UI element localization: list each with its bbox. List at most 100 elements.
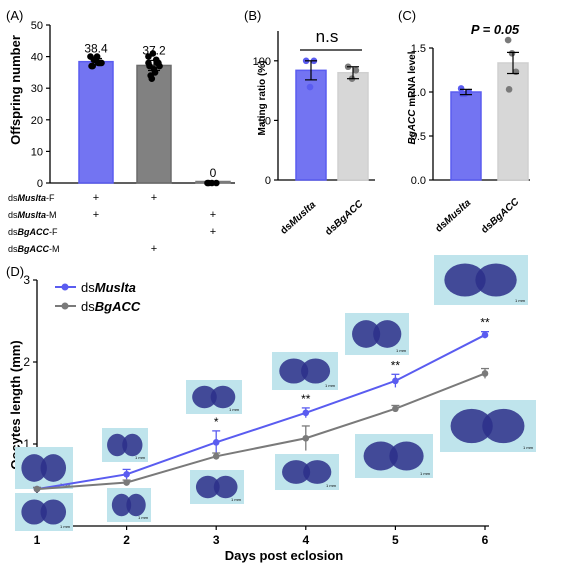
a-y-tick-label: 10 [31, 146, 43, 158]
ovary-left [352, 320, 381, 348]
a-data-point [205, 179, 212, 187]
scale-bar-label: 1 mm [515, 298, 526, 303]
b-y-tick-label: 0 [265, 175, 271, 187]
row-label-bgacc-m: dsBgACC-M [8, 244, 60, 254]
d-data-point [123, 479, 130, 486]
a-genotype-mark: + [93, 192, 99, 204]
b-data-point [306, 83, 314, 91]
a-data-point [149, 50, 157, 57]
d-significance-mark: * [214, 415, 219, 429]
d-y-tick-label: 2 [23, 355, 30, 369]
legend-marker-muslta [61, 283, 69, 291]
d-legend: dsMuslta dsBgACC [55, 280, 141, 314]
d-xlabel: Days post eclosion [225, 548, 344, 563]
ovary-left [450, 408, 493, 444]
b-y-tick-label: 50 [259, 115, 271, 127]
a-ylabel: Offspring number [8, 35, 23, 145]
a-y-tick-label: 40 [31, 52, 43, 64]
oocyte-micrograph: 1 mm [275, 454, 339, 490]
oocyte-micrograph: 1 mm [345, 313, 409, 355]
scale-bar-label: 1 mm [420, 471, 431, 476]
a-value-label: 0 [210, 166, 217, 180]
d-x-tick-label: 6 [482, 533, 489, 547]
a-value-label: 37.2 [142, 43, 166, 57]
c-bar [497, 62, 529, 181]
a-y-tick-label: 0 [37, 178, 43, 190]
c-data-point [465, 88, 473, 96]
panel-b-label: (B) [244, 8, 261, 23]
a-y-tick-label: 50 [31, 20, 43, 32]
a-bar [78, 60, 114, 184]
legend-label-bgacc: dsBgACC [81, 299, 141, 314]
d-significance-mark: ** [301, 392, 311, 406]
c-y-tick-label: 0.5 [411, 131, 426, 143]
b-ns-annotation: n.s [316, 27, 339, 46]
a-genotype-mark: + [151, 192, 157, 204]
scale-bar-label: 1 mm [325, 383, 336, 388]
c-ylabel-gene: BgACC [407, 109, 418, 145]
oocyte-micrograph: 1 mm [355, 434, 433, 478]
d-x-tick-label: 1 [34, 533, 41, 547]
panel-a-label: (A) [6, 8, 23, 23]
a-data-point [156, 62, 163, 70]
a-genotype-mark: + [210, 226, 216, 238]
ovary-right [301, 358, 331, 384]
d-x-tick-label: 3 [213, 533, 220, 547]
c-ylabel: BgACC mRNA level [407, 51, 418, 144]
ovary-left [192, 385, 217, 409]
ovary-right [122, 433, 143, 457]
a-y-tick-label: 30 [31, 83, 43, 95]
d-x-tick-label: 2 [123, 533, 130, 547]
c-bar [450, 91, 482, 181]
a-bar [136, 64, 172, 184]
d-data-point [302, 434, 310, 442]
ovary-left [363, 441, 398, 471]
a-data-point [148, 75, 156, 83]
b-ylabel: Mating ratio (%) [257, 61, 268, 136]
b-y-tick-label: 100 [253, 56, 271, 68]
a-genotype-mark: + [93, 209, 99, 221]
b-cat-bgacc: dsBgACC [323, 198, 366, 238]
oocyte-micrograph: 1 mm [272, 352, 338, 390]
ovary-right [210, 385, 236, 409]
d-data-point [302, 409, 310, 417]
d-data-point [212, 453, 220, 460]
ovary-right [475, 263, 517, 297]
scale-bar-label: 1 mm [231, 497, 242, 502]
a-genotype-mark: + [151, 243, 157, 255]
ovary-left [107, 433, 128, 457]
oocyte-micrograph: 1 mm [102, 428, 148, 462]
scale-bar-label: 1 mm [135, 455, 146, 460]
oocyte-micrograph: 1 mm [107, 488, 151, 522]
c-data-point [505, 86, 513, 93]
a-genotype-table: dsMuslta-F dsMuslta-M dsBgACC-F dsBgACC-… [8, 193, 60, 254]
scale-bar-label: 1 mm [523, 445, 534, 450]
d-y-tick-label: 1 [23, 437, 30, 451]
panel-d-label: (D) [6, 264, 24, 279]
a-genotype-mark: + [210, 209, 216, 221]
d-data-point [392, 377, 399, 385]
a-y-tick-label: 20 [31, 115, 43, 127]
ovary-right [40, 454, 67, 482]
scale-bar-label: 1 mm [326, 483, 337, 488]
legend-label-muslta: dsMuslta [81, 280, 136, 295]
b-bar [337, 71, 369, 181]
c-ylabel-rest: mRNA level [407, 51, 418, 109]
ovary-right [40, 499, 67, 525]
d-data-point [123, 471, 130, 478]
c-y-tick-label: 1.0 [411, 87, 426, 99]
d-x-tick-label: 4 [302, 533, 309, 547]
oocyte-micrograph: 1 mm [15, 493, 73, 531]
c-data-point [504, 36, 512, 44]
oocyte-micrograph: 1 mm [434, 255, 528, 305]
ovary-right [126, 493, 146, 517]
scale-bar-label: 1 mm [229, 407, 240, 412]
ovary-right [303, 460, 332, 484]
ovary-left [21, 454, 47, 482]
oocyte-micrograph: 1 mm [15, 447, 73, 489]
ovary-left [111, 493, 132, 517]
a-data-point [89, 62, 96, 70]
ovary-left [279, 358, 309, 384]
c-y-tick-label: 1.5 [411, 43, 426, 55]
ovary-left [21, 499, 47, 525]
